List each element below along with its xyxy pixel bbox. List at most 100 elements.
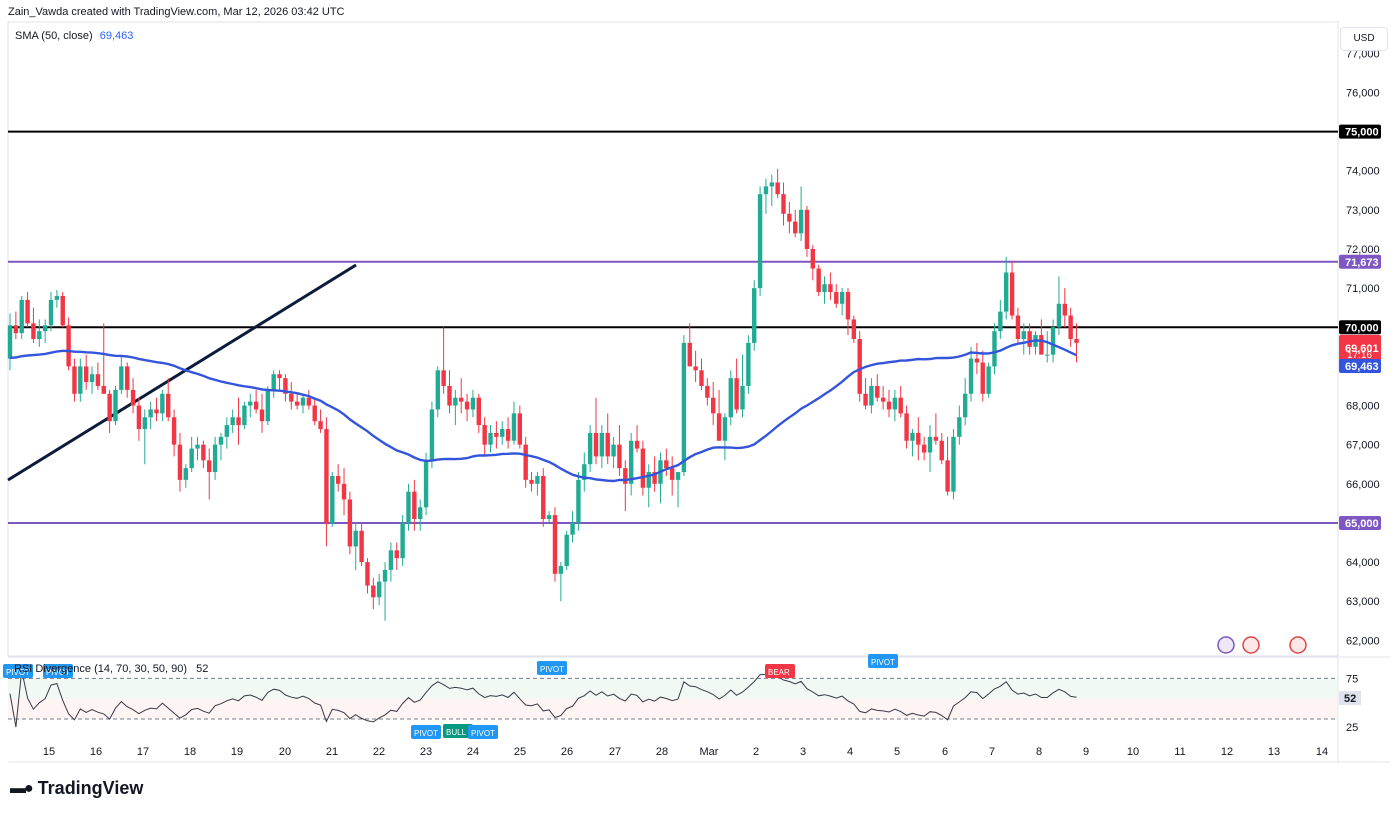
candle-body[interactable] xyxy=(195,444,200,449)
candle-body[interactable] xyxy=(927,436,933,453)
candle-body[interactable] xyxy=(1021,331,1026,339)
candle-body[interactable] xyxy=(89,374,95,383)
candle-body[interactable] xyxy=(353,530,358,547)
candle-body[interactable] xyxy=(447,385,452,406)
candle-body[interactable] xyxy=(289,393,294,402)
candle-body[interactable] xyxy=(218,436,224,445)
candle-body[interactable] xyxy=(72,366,77,394)
candle-body[interactable] xyxy=(441,370,446,386)
candle-body[interactable] xyxy=(634,440,640,449)
candle-body[interactable] xyxy=(7,325,13,359)
candle-body[interactable] xyxy=(968,358,974,394)
candle-body[interactable] xyxy=(875,385,880,398)
candle-body[interactable] xyxy=(576,479,581,523)
candle-body[interactable] xyxy=(834,292,839,304)
candle-body[interactable] xyxy=(505,429,511,441)
candle-body[interactable] xyxy=(716,413,722,441)
candle-body[interactable] xyxy=(400,522,405,559)
candle-body[interactable] xyxy=(511,413,517,441)
candle-body[interactable] xyxy=(781,194,786,214)
candle-body[interactable] xyxy=(763,186,769,195)
candle-body[interactable] xyxy=(693,366,698,371)
candle-body[interactable] xyxy=(593,432,599,457)
candle-body[interactable] xyxy=(95,374,101,386)
candle-body[interactable] xyxy=(816,268,821,293)
candle-body[interactable] xyxy=(828,284,833,293)
candle-body[interactable] xyxy=(101,385,106,394)
candle-body[interactable] xyxy=(277,374,282,379)
candle-body[interactable] xyxy=(699,370,704,386)
candle-body[interactable] xyxy=(564,534,569,566)
candle-body[interactable] xyxy=(1039,335,1044,355)
candle-body[interactable] xyxy=(587,432,593,465)
candle-body[interactable] xyxy=(869,385,874,406)
candle-body[interactable] xyxy=(259,409,265,422)
candle-body[interactable] xyxy=(1056,303,1062,328)
candle-body[interactable] xyxy=(863,393,868,406)
candle-body[interactable] xyxy=(992,331,997,367)
candle-body[interactable] xyxy=(916,432,921,445)
candle-body[interactable] xyxy=(230,417,235,426)
candle-body[interactable] xyxy=(804,209,810,249)
candle-body[interactable] xyxy=(78,366,83,394)
candle-body[interactable] xyxy=(341,483,347,500)
candle-body[interactable] xyxy=(142,417,147,430)
candle-body[interactable] xyxy=(599,432,605,457)
candle-body[interactable] xyxy=(324,429,329,523)
candle-body[interactable] xyxy=(1004,272,1009,312)
rsi-marker-pivot[interactable] xyxy=(411,725,441,739)
candle-body[interactable] xyxy=(248,401,253,406)
candle-body[interactable] xyxy=(136,405,142,430)
candle-body[interactable] xyxy=(31,323,36,339)
candle-body[interactable] xyxy=(974,358,980,363)
candle-body[interactable] xyxy=(728,378,733,418)
candle-body[interactable] xyxy=(546,515,552,520)
candle-body[interactable] xyxy=(453,397,458,406)
candle-body[interactable] xyxy=(500,429,505,437)
candle-body[interactable] xyxy=(394,550,399,559)
candle-body[interactable] xyxy=(652,472,657,484)
candle-body[interactable] xyxy=(810,248,816,269)
candle-body[interactable] xyxy=(113,389,118,422)
candle-body[interactable] xyxy=(406,491,411,523)
candle-body[interactable] xyxy=(54,295,60,300)
candle-body[interactable] xyxy=(857,339,862,394)
candle-body[interactable] xyxy=(253,401,259,410)
candle-body[interactable] xyxy=(207,460,212,473)
candle-body[interactable] xyxy=(523,444,528,480)
candle-body[interactable] xyxy=(793,221,798,234)
candle-body[interactable] xyxy=(687,342,692,367)
candle-body[interactable] xyxy=(535,475,540,484)
candle-body[interactable] xyxy=(880,397,886,402)
candle-body[interactable] xyxy=(1062,303,1067,316)
candle-body[interactable] xyxy=(552,515,558,574)
candle-body[interactable] xyxy=(48,299,54,326)
candle-body[interactable] xyxy=(705,385,710,398)
candle-body[interactable] xyxy=(107,393,112,422)
candle-body[interactable] xyxy=(921,444,927,453)
candle-body[interactable] xyxy=(429,409,435,461)
candle-body[interactable] xyxy=(962,393,968,418)
candle-body[interactable] xyxy=(488,432,493,445)
candle-body[interactable] xyxy=(300,397,306,406)
candle-body[interactable] xyxy=(476,397,481,426)
candle-body[interactable] xyxy=(711,397,716,414)
candle-body[interactable] xyxy=(224,425,230,437)
candle-body[interactable] xyxy=(171,417,177,445)
candle-body[interactable] xyxy=(125,366,130,390)
candle-body[interactable] xyxy=(746,342,751,386)
candle-body[interactable] xyxy=(177,444,183,480)
candle-body[interactable] xyxy=(898,397,903,414)
candle-body[interactable] xyxy=(617,444,622,469)
candle-body[interactable] xyxy=(845,292,851,320)
rsi-marker-bear[interactable] xyxy=(765,664,795,678)
candle-body[interactable] xyxy=(839,292,845,304)
candle-body[interactable] xyxy=(335,475,341,484)
candle-body[interactable] xyxy=(312,405,317,422)
candle-body[interactable] xyxy=(236,417,241,426)
candle-body[interactable] xyxy=(1045,354,1050,356)
candle-body[interactable] xyxy=(798,209,804,234)
candle-body[interactable] xyxy=(183,468,188,480)
rsi-marker-pivot[interactable] xyxy=(3,664,33,678)
trendline[interactable] xyxy=(7,263,357,482)
